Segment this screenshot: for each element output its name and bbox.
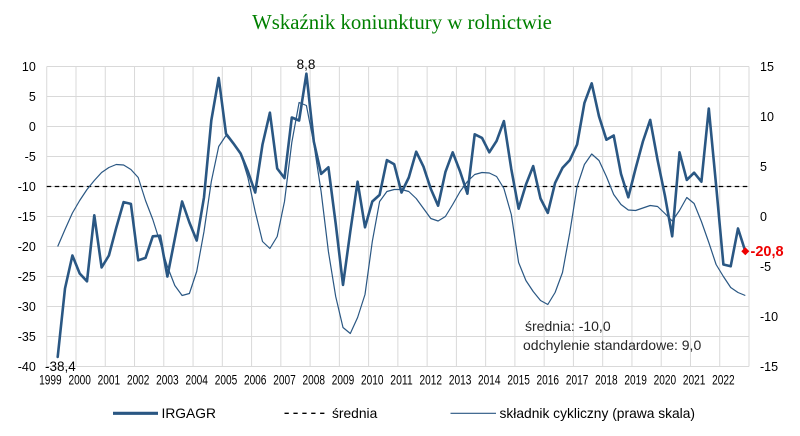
svg-text:składnik cykliczny (prawa skal: składnik cykliczny (prawa skala) bbox=[500, 406, 696, 421]
svg-text:-35: -35 bbox=[18, 330, 36, 344]
svg-text:2017: 2017 bbox=[566, 373, 589, 388]
svg-text:2014: 2014 bbox=[478, 373, 501, 388]
svg-text:2002: 2002 bbox=[127, 373, 150, 388]
svg-text:2006: 2006 bbox=[244, 373, 267, 388]
svg-text:2005: 2005 bbox=[215, 373, 238, 388]
svg-text:8,8: 8,8 bbox=[297, 57, 316, 72]
svg-text:2019: 2019 bbox=[624, 373, 647, 388]
svg-text:-30: -30 bbox=[18, 300, 36, 314]
svg-text:5: 5 bbox=[760, 160, 767, 174]
svg-text:2003: 2003 bbox=[156, 373, 179, 388]
svg-text:10: 10 bbox=[760, 110, 774, 124]
svg-text:Wskaźnik koniunktury w rolnict: Wskaźnik koniunktury w rolnictwie bbox=[252, 11, 552, 34]
svg-text:-38,4: -38,4 bbox=[45, 359, 76, 374]
svg-text:2000: 2000 bbox=[68, 373, 91, 388]
svg-text:2011: 2011 bbox=[390, 373, 413, 388]
svg-text:-15: -15 bbox=[760, 360, 778, 374]
svg-text:10: 10 bbox=[22, 60, 36, 74]
svg-text:2009: 2009 bbox=[332, 373, 355, 388]
svg-text:2008: 2008 bbox=[303, 373, 326, 388]
svg-text:2016: 2016 bbox=[537, 373, 560, 388]
svg-text:-20,8: -20,8 bbox=[751, 244, 784, 260]
svg-text:-10: -10 bbox=[760, 310, 778, 324]
svg-text:2004: 2004 bbox=[185, 373, 208, 388]
svg-text:-40: -40 bbox=[18, 360, 36, 374]
svg-text:5: 5 bbox=[29, 90, 36, 104]
svg-text:2013: 2013 bbox=[449, 373, 472, 388]
svg-text:2007: 2007 bbox=[273, 373, 296, 388]
svg-text:2001: 2001 bbox=[98, 373, 121, 388]
svg-text:2018: 2018 bbox=[595, 373, 618, 388]
svg-text:-5: -5 bbox=[25, 150, 36, 164]
svg-text:1999: 1999 bbox=[39, 373, 62, 388]
svg-text:średnia: -10,0: średnia: -10,0 bbox=[525, 318, 611, 334]
svg-text:średnia: średnia bbox=[332, 406, 378, 421]
svg-text:2020: 2020 bbox=[654, 373, 677, 388]
svg-text:2021: 2021 bbox=[683, 373, 706, 388]
svg-text:2012: 2012 bbox=[420, 373, 443, 388]
svg-text:15: 15 bbox=[760, 60, 774, 74]
svg-text:-25: -25 bbox=[18, 270, 36, 284]
svg-text:-15: -15 bbox=[18, 210, 36, 224]
svg-text:-20: -20 bbox=[18, 240, 36, 254]
svg-text:-10: -10 bbox=[18, 180, 36, 194]
svg-text:-5: -5 bbox=[760, 260, 771, 274]
svg-text:0: 0 bbox=[760, 210, 767, 224]
svg-text:odchylenie standardowe: 9,0: odchylenie standardowe: 9,0 bbox=[523, 337, 701, 353]
svg-text:0: 0 bbox=[29, 120, 36, 134]
svg-text:IRGAGR: IRGAGR bbox=[162, 406, 216, 421]
svg-text:2015: 2015 bbox=[507, 373, 530, 388]
svg-text:2010: 2010 bbox=[361, 373, 384, 388]
svg-text:2022: 2022 bbox=[712, 373, 735, 388]
